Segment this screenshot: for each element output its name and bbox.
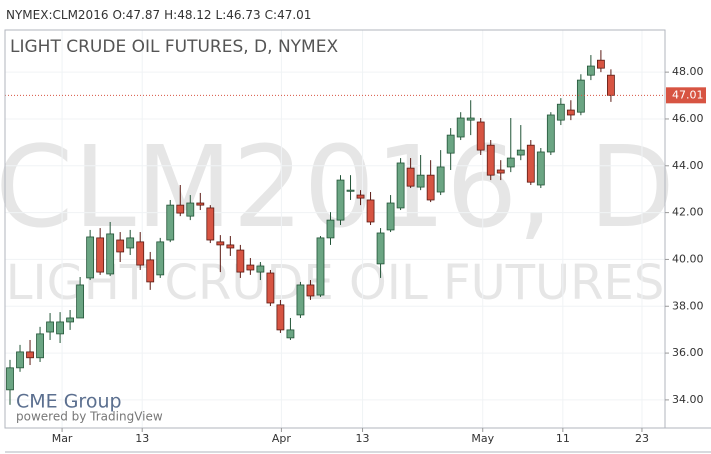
- logo: CME Group: [16, 391, 122, 413]
- ohlc-value: 47.87: [126, 8, 160, 22]
- y-tick-label: 44.00: [672, 159, 704, 172]
- candle-body: [346, 189, 355, 192]
- candle-body: [116, 239, 125, 253]
- candle-body: [516, 149, 525, 156]
- x-tick-label: 13: [135, 432, 149, 445]
- candle-body: [26, 351, 34, 359]
- candle-body: [386, 202, 395, 231]
- x-tick-label: Apr: [272, 432, 292, 445]
- candle-body: [416, 174, 425, 188]
- candle-body: [446, 134, 455, 154]
- header: NYMEX:CLM2016 O:47.87 H:48.12 L:46.73 C:47.0…: [6, 8, 311, 22]
- candle-body: [246, 264, 255, 271]
- candle-body: [586, 65, 595, 76]
- candle-body: [566, 109, 575, 116]
- candle-body: [486, 144, 495, 176]
- ohlc-label: O:: [112, 8, 125, 22]
- candle-body: [436, 166, 445, 193]
- candle-body: [366, 199, 375, 223]
- candle-body: [286, 329, 295, 339]
- candle-body: [536, 151, 545, 186]
- y-tick-label: 40.00: [672, 252, 704, 265]
- candle-body: [506, 157, 515, 168]
- y-tick-label: 36.00: [672, 346, 704, 359]
- candle-body: [196, 202, 205, 206]
- candle-body: [336, 179, 345, 221]
- candle-body: [166, 204, 175, 241]
- watermark: LIGHT CRUDE OIL FUTURES: [6, 255, 665, 311]
- candle-body: [276, 304, 285, 331]
- candle-body: [86, 236, 95, 279]
- candle-body: [256, 265, 265, 273]
- candle-body: [236, 249, 245, 273]
- candle-body: [356, 194, 365, 199]
- y-tick-label: 38.00: [672, 299, 704, 312]
- candle-body: [66, 317, 74, 323]
- candle-body: [176, 204, 185, 214]
- candle-body: [316, 237, 325, 296]
- x-tick-label: Mar: [52, 432, 73, 445]
- candle-body: [306, 284, 315, 297]
- candle-body: [146, 259, 155, 283]
- candle-body: [556, 103, 565, 121]
- candle-body: [6, 367, 14, 391]
- candle-body: [226, 244, 235, 249]
- ohlc-label: C:: [265, 8, 277, 22]
- ohlc-value: 47.01: [277, 8, 311, 22]
- candle-body: [576, 79, 585, 113]
- ohlc-value: 46.73: [226, 8, 260, 22]
- chart-title: LIGHT CRUDE OIL FUTURES, D, NYMEX: [10, 37, 338, 57]
- candle-body: [106, 233, 115, 275]
- x-tick-label: 11: [556, 432, 570, 445]
- candle-body: [466, 117, 475, 121]
- x-tick-label: 23: [635, 432, 649, 445]
- ohlc-label: H:: [164, 8, 177, 22]
- candle-body: [206, 207, 215, 241]
- candle-body: [376, 232, 385, 265]
- credit: powered by TradingView: [16, 410, 163, 424]
- candle-body: [186, 202, 195, 217]
- y-tick-label: 48.00: [672, 65, 704, 78]
- x-tick-label: May: [471, 432, 494, 445]
- y-tick-label: 42.00: [672, 206, 704, 219]
- candle-body: [607, 74, 615, 96]
- candle-body: [476, 121, 485, 151]
- candle-body: [46, 321, 54, 333]
- y-tick-label: 34.00: [672, 393, 704, 406]
- candle-body: [526, 144, 535, 183]
- ohlc-label: L:: [216, 8, 227, 22]
- candle-body: [546, 114, 555, 153]
- candle-body: [456, 117, 465, 138]
- last-price-tag: [666, 87, 706, 104]
- candle-body: [296, 284, 305, 316]
- symbol: NYMEX:CLM2016: [6, 8, 108, 22]
- last-price-label: 47.01: [672, 88, 704, 101]
- candle-body: [326, 219, 335, 239]
- candle-body: [156, 241, 165, 276]
- candle-body: [406, 167, 415, 187]
- candle-body: [266, 272, 275, 304]
- candle-body: [426, 174, 435, 201]
- candle-body: [56, 321, 64, 335]
- candle-body: [76, 284, 85, 319]
- candle-body: [16, 351, 24, 369]
- candle-body: [597, 59, 605, 69]
- candle-body: [496, 169, 505, 174]
- candle-body: [96, 237, 105, 273]
- y-tick-label: 46.00: [672, 112, 704, 125]
- candle-body: [36, 333, 44, 359]
- candle-body: [396, 162, 405, 209]
- candle-body: [136, 241, 145, 266]
- candle-body: [126, 237, 135, 249]
- ohlc-value: 48.12: [177, 8, 211, 22]
- candle-body: [216, 241, 225, 246]
- x-tick-label: 13: [356, 432, 370, 445]
